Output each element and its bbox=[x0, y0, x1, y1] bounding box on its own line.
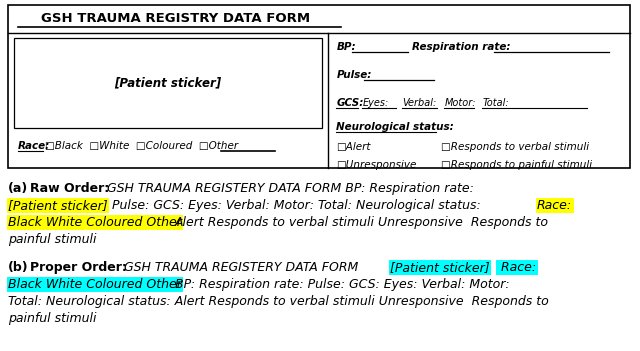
Text: GCS:: GCS: bbox=[337, 98, 364, 108]
Text: Respiration rate:: Respiration rate: bbox=[412, 42, 511, 52]
Text: [Patient sticker]: [Patient sticker] bbox=[8, 199, 108, 212]
Text: □Alert: □Alert bbox=[337, 142, 371, 152]
Text: Pulse:: Pulse: bbox=[337, 70, 372, 80]
Text: □Responds to painful stimuli: □Responds to painful stimuli bbox=[442, 160, 593, 170]
Text: GSH TRAUMA REGISTERY DATA FORM: GSH TRAUMA REGISTERY DATA FORM bbox=[120, 261, 362, 274]
Text: BP: Respiration rate: Pulse: GCS: Eyes: Verbal: Motor:: BP: Respiration rate: Pulse: GCS: Eyes: … bbox=[175, 278, 509, 291]
Text: BP:: BP: bbox=[337, 42, 356, 52]
Text: Pulse: GCS: Eyes: Verbal: Motor: Total: Neurological status:: Pulse: GCS: Eyes: Verbal: Motor: Total: … bbox=[112, 199, 484, 212]
Text: painful stimuli: painful stimuli bbox=[8, 233, 97, 246]
Text: GSH TRAUMA REGISTERY DATA FORM BP: Respiration rate:: GSH TRAUMA REGISTERY DATA FORM BP: Respi… bbox=[103, 182, 474, 195]
Bar bbox=[14, 38, 323, 128]
Text: Neurological status:: Neurological status: bbox=[337, 122, 454, 132]
Text: (a): (a) bbox=[8, 182, 28, 195]
Text: Race:: Race: bbox=[497, 261, 536, 274]
Text: [Patient sticker]: [Patient sticker] bbox=[115, 77, 221, 90]
Text: Proper Order:: Proper Order: bbox=[30, 261, 127, 274]
Text: [Patient sticker]: [Patient sticker] bbox=[390, 261, 490, 274]
Text: (b): (b) bbox=[8, 261, 29, 274]
Text: Eyes:: Eyes: bbox=[362, 98, 388, 108]
Text: Black White Coloured Other: Black White Coloured Other bbox=[8, 278, 182, 291]
Text: Alert Responds to verbal stimuli Unresponsive  Responds to: Alert Responds to verbal stimuli Unrespo… bbox=[175, 216, 549, 229]
Text: Race:: Race: bbox=[18, 141, 51, 151]
Text: Black White Coloured Other: Black White Coloured Other bbox=[8, 216, 182, 229]
Text: □Black  □White  □Coloured  □Other: □Black □White □Coloured □Other bbox=[45, 141, 238, 151]
Text: Total: Neurological status: Alert Responds to verbal stimuli Unresponsive  Respo: Total: Neurological status: Alert Respon… bbox=[8, 295, 548, 308]
Text: painful stimuli: painful stimuli bbox=[8, 312, 97, 325]
Bar bbox=[8, 5, 630, 168]
Text: GSH TRAUMA REGISTRY DATA FORM: GSH TRAUMA REGISTRY DATA FORM bbox=[42, 13, 310, 26]
Text: Race:: Race: bbox=[537, 199, 572, 212]
Text: Raw Order:: Raw Order: bbox=[30, 182, 109, 195]
Text: Total:: Total: bbox=[483, 98, 509, 108]
Text: □Responds to verbal stimuli: □Responds to verbal stimuli bbox=[442, 142, 589, 152]
Text: Verbal:: Verbal: bbox=[403, 98, 436, 108]
Text: Motor:: Motor: bbox=[444, 98, 476, 108]
Text: □Unresponsive: □Unresponsive bbox=[337, 160, 417, 170]
